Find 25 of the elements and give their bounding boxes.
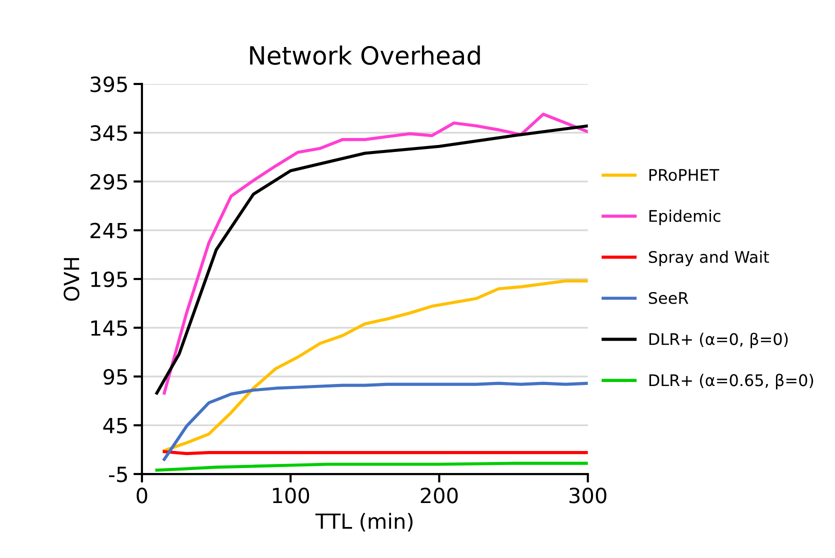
y-tick-label: 345 bbox=[90, 125, 127, 141]
y-tick-label: 145 bbox=[91, 320, 127, 336]
y-tick-label: 245 bbox=[90, 222, 127, 238]
y-tick-label: 95 bbox=[104, 368, 127, 385]
legend-label: Epidemic bbox=[649, 210, 720, 226]
line-series bbox=[155, 462, 588, 472]
x-tick-label: 0 bbox=[136, 488, 148, 504]
legend-label: DLR+ (α=0.65, β=0) bbox=[649, 374, 814, 390]
line-series bbox=[162, 279, 588, 452]
y-tick-label: 295 bbox=[90, 174, 127, 190]
x-tick-label: 100 bbox=[272, 488, 310, 504]
y-tick-label: 395 bbox=[90, 76, 127, 92]
legend-label: SeeR bbox=[648, 292, 688, 304]
x-tick-label: 200 bbox=[420, 488, 458, 504]
line-series bbox=[162, 382, 588, 461]
chart-title: Network Overhead bbox=[250, 46, 480, 65]
y-tick-label: 45 bbox=[103, 418, 127, 434]
y-tick-label: 195 bbox=[91, 271, 127, 288]
y-tick-label: -5 bbox=[109, 466, 127, 482]
x-axis-title: TTL (min) bbox=[315, 512, 413, 532]
x-tick-label: 300 bbox=[570, 488, 606, 504]
legend-label: Spray and Wait bbox=[648, 250, 770, 266]
legend-label: DLR+ (α=0, β=0) bbox=[649, 332, 788, 348]
y-axis-title: OVH bbox=[64, 258, 80, 301]
legend-label: PRoPHET bbox=[649, 169, 720, 181]
